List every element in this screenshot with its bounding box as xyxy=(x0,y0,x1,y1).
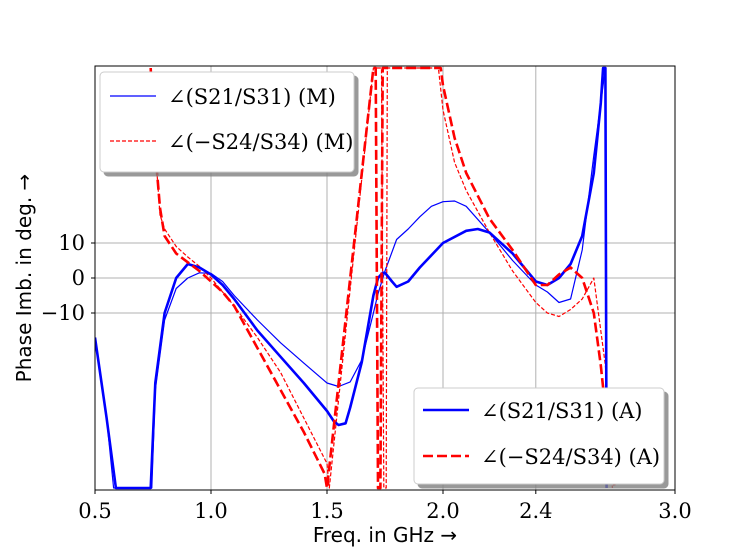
series-group xyxy=(95,66,616,490)
x-tick-label: 2.4 xyxy=(519,499,552,523)
legend-box xyxy=(413,387,665,485)
x-tick-label: 1.0 xyxy=(194,499,227,523)
legend-label-s21-a: ∠(S21/S31) (A) xyxy=(481,399,643,423)
series-line-1 xyxy=(150,67,613,489)
y-tick-label: 0 xyxy=(72,266,85,290)
x-axis-label: Freq. in GHz → xyxy=(313,523,457,547)
x-tick-label: 1.5 xyxy=(310,499,343,523)
series-line-2 xyxy=(95,66,608,490)
x-tick-label: 2.0 xyxy=(426,499,459,523)
legend-label-s24-m: ∠(−S24/S34) (M) xyxy=(168,130,353,154)
y-tick-label: 10 xyxy=(58,231,85,255)
y-tick-label: −10 xyxy=(41,301,85,325)
legend-label-s21-m: ∠(S21/S31) (M) xyxy=(168,85,336,109)
axis-ticks: 0.5 1.0 1.5 2.0 2.4 3.0 10 0 −10 xyxy=(41,231,692,523)
y-axis-label: Phase Imb. in deg. → xyxy=(12,174,36,383)
legend-lower-right: ∠(S21/S31) (A) ∠(−S24/S34) (A) xyxy=(413,387,665,485)
legend-label-s24-a: ∠(−S24/S34) (A) xyxy=(481,445,660,469)
legend-box xyxy=(99,71,355,173)
series-line-3 xyxy=(149,66,616,490)
legend-upper-left: ∠(S21/S31) (M) ∠(−S24/S34) (M) xyxy=(99,71,355,173)
x-tick-label: 3.0 xyxy=(658,499,691,523)
x-tick-label: 0.5 xyxy=(78,499,111,523)
